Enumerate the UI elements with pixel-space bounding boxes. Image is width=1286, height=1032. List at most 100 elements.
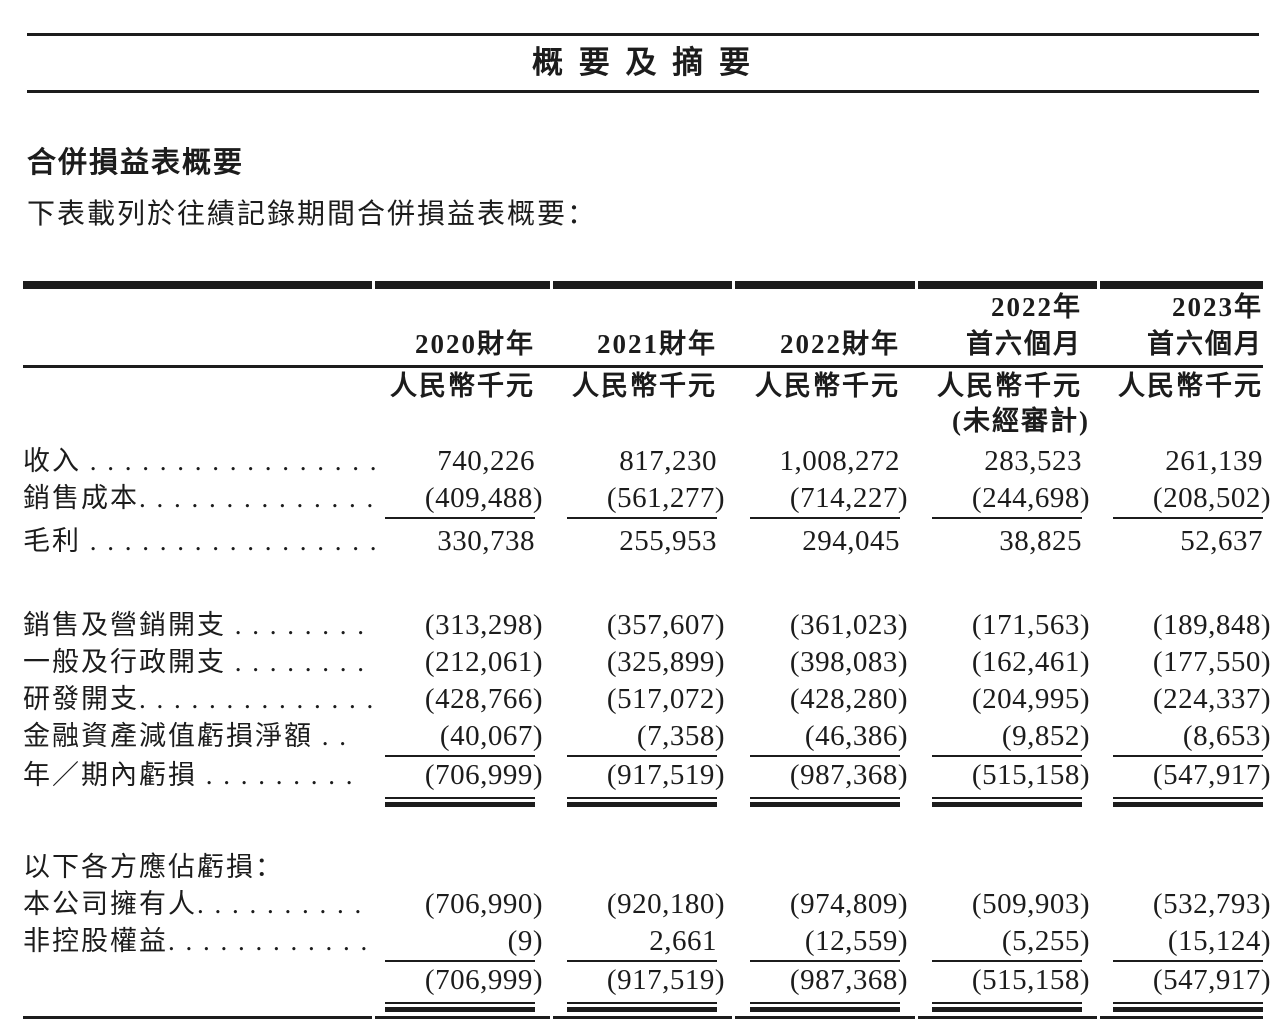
table-cell: (208,502) xyxy=(1082,480,1271,519)
table-cell: (204,995) xyxy=(971,683,1090,715)
table-row-attributable-heading: 以下各方應佔虧損： xyxy=(23,849,1263,886)
double-rule xyxy=(23,999,1263,1012)
row-label: 研發開支. . . . . . . . . . . . . . xyxy=(23,684,376,714)
section-heading: 合併損益表概要 xyxy=(27,147,245,179)
header-cell xyxy=(372,405,535,437)
table-row-selling-expenses: 銷售及營銷開支 . . . . . . . . (313,298) (357,6… xyxy=(23,607,1271,644)
table-cell: (46,386) xyxy=(717,718,908,757)
header-row-unaudited: (未經審計) xyxy=(23,405,1263,437)
table-cell xyxy=(717,849,900,886)
header-cell: 人民幣千元 xyxy=(755,371,900,401)
table-row-cost-of-sales: 銷售成本. . . . . . . . . . . . . . (409,488… xyxy=(23,480,1271,519)
table-cell: (171,563) xyxy=(971,609,1090,641)
income-statement-table: 2022年 2023年 2020財年 2021財年 2022財年 首六個月 首六… xyxy=(23,281,1271,1019)
rule-cell xyxy=(900,794,1082,807)
header-cell: 2022年 xyxy=(991,292,1082,322)
row-label xyxy=(23,962,372,999)
table-cell: 283,523 xyxy=(984,445,1082,477)
page-title: 概 要 及 摘 要 xyxy=(532,45,754,80)
rule-cell xyxy=(372,794,535,807)
rule-cell xyxy=(900,999,1082,1012)
header-cell: 人民幣千元 xyxy=(572,371,717,401)
table-cell: (987,368) xyxy=(789,759,908,791)
header-cell xyxy=(23,405,372,437)
row-label: 年／期內虧損 . . . . . . . . . xyxy=(23,760,355,790)
table-cell: 817,230 xyxy=(619,445,717,477)
table-cell: (5,255) xyxy=(900,923,1090,962)
table-cell: 294,045 xyxy=(802,525,900,557)
header-cell: 首六個月 xyxy=(1147,329,1263,359)
header-cell xyxy=(717,405,900,437)
header-divider xyxy=(23,365,1263,368)
rule-cell xyxy=(1082,794,1263,807)
table-cell: (920,180) xyxy=(606,888,725,920)
header-cell: 首六個月 xyxy=(966,329,1082,359)
table-cell: (8,653) xyxy=(1082,718,1271,757)
intro-text: 下表載列於往績記錄期間合併損益表概要： xyxy=(27,199,598,230)
header-cell xyxy=(23,326,372,363)
row-label: 收入 . . . . . . . . . . . . . . . . . xyxy=(23,446,379,476)
table-cell: (224,337) xyxy=(1152,683,1271,715)
table-cell: (7,358) xyxy=(535,718,725,757)
table-cell xyxy=(1082,849,1263,886)
table-cell: (15,124) xyxy=(1082,923,1271,962)
row-label: 非控股權益. . . . . . . . . . . . xyxy=(23,926,370,956)
table-cell: (325,899) xyxy=(606,646,725,678)
header-cell: 人民幣千元 xyxy=(937,371,1082,401)
row-label: 毛利 . . . . . . . . . . . . . . . . . xyxy=(23,526,379,556)
table-cell: (987,368) xyxy=(789,964,908,996)
row-label: 銷售及營銷開支 . . . . . . . . xyxy=(23,610,366,640)
table-cell: (706,999) xyxy=(424,759,543,791)
table-cell: (428,766) xyxy=(424,683,543,715)
table-cell: (162,461) xyxy=(971,646,1090,678)
header-cell xyxy=(23,368,372,405)
header-cell xyxy=(535,405,717,437)
header-cell xyxy=(535,289,717,326)
table-cell: (313,298) xyxy=(424,609,543,641)
table-row-impairment-losses: 金融資產減值虧損淨額 . . (40,067) (7,358) (46,386)… xyxy=(23,718,1271,757)
table-cell: (398,083) xyxy=(789,646,908,678)
header-cell: 人民幣千元 xyxy=(1118,371,1263,401)
table-cell: (212,061) xyxy=(424,646,543,678)
table-cell: (428,280) xyxy=(789,683,908,715)
table-row-non-controlling-interests: 非控股權益. . . . . . . . . . . . (9) 2,661 (… xyxy=(23,923,1271,962)
table-cell: (515,158) xyxy=(971,759,1090,791)
title-rule-bottom xyxy=(27,90,1259,93)
table-row-loss-for-period: 年／期內虧損 . . . . . . . . . (706,999) (917,… xyxy=(23,757,1271,794)
table-top-border xyxy=(23,281,1263,289)
table-cell: 52,637 xyxy=(1180,525,1263,557)
table-cell: (361,023) xyxy=(789,609,908,641)
table-row-owners-of-company: 本公司擁有人. . . . . . . . . . (706,990) (920… xyxy=(23,886,1271,923)
table-cell: (515,158) xyxy=(971,964,1090,996)
table-bottom-border xyxy=(23,1016,1263,1019)
table-cell: 2,661 xyxy=(535,923,717,962)
header-cell xyxy=(23,289,372,326)
table-cell xyxy=(535,849,717,886)
table-cell: (517,072) xyxy=(606,683,725,715)
rule-cell xyxy=(535,999,717,1012)
table-cell: 330,738 xyxy=(437,525,535,557)
header-cell: 2022財年 xyxy=(780,329,900,359)
table-cell: (532,793) xyxy=(1152,888,1271,920)
table-cell: (357,607) xyxy=(606,609,725,641)
row-label: 金融資產減值虧損淨額 . . xyxy=(23,721,348,751)
table-cell: (177,550) xyxy=(1152,646,1271,678)
table-cell: (12,559) xyxy=(717,923,908,962)
table-row-revenue: 收入 . . . . . . . . . . . . . . . . . 740… xyxy=(23,443,1263,480)
rule-cell xyxy=(23,794,372,807)
table-cell: (706,990) xyxy=(424,888,543,920)
table-cell: (9) xyxy=(372,923,543,962)
rule-cell xyxy=(372,999,535,1012)
table-row-rd-expenses: 研發開支. . . . . . . . . . . . . . (428,766… xyxy=(23,681,1271,718)
table-cell: (509,903) xyxy=(971,888,1090,920)
header-cell xyxy=(1082,405,1263,437)
table-cell: 38,825 xyxy=(999,525,1082,557)
row-label: 以下各方應佔虧損： xyxy=(23,852,284,882)
header-cell: (未經審計) xyxy=(952,406,1090,436)
rule-cell xyxy=(23,999,372,1012)
table-cell: (706,999) xyxy=(424,964,543,996)
header-cell: 2021財年 xyxy=(597,329,717,359)
table-cell: 261,139 xyxy=(1165,445,1263,477)
header-row-period: 2020財年 2021財年 2022財年 首六個月 首六個月 xyxy=(23,326,1263,363)
